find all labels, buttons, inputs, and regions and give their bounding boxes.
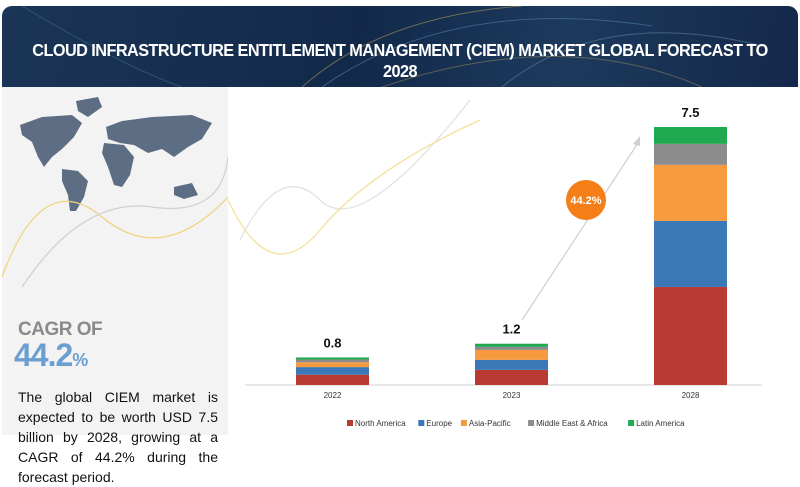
legend-swatch	[528, 420, 535, 426]
legend-swatch	[418, 420, 425, 426]
bar-total-label: 1.2	[502, 322, 520, 337]
cagr-label: CAGR OF	[18, 319, 103, 340]
bar-segment-north-america-2022	[296, 374, 369, 385]
x-tick-label: 2028	[682, 391, 700, 400]
stacked-bar-chart: 44.2% 0.8 2022 1.2 2023 7.5 2028 North Americ…	[227, 99, 762, 428]
banner-decoration	[21, 6, 763, 87]
bar-segment-europe-2022	[296, 367, 369, 375]
bar-segment-middle-east-africa-2022	[296, 359, 369, 363]
world-map-icon	[20, 97, 212, 211]
legend-swatch	[347, 420, 353, 426]
bar-segment-middle-east-africa-2023	[475, 346, 548, 350]
cagr-bubble-label: 44.2%	[570, 195, 601, 207]
cagr-number: 44.2	[14, 337, 73, 373]
bar-segment-north-america-2028	[654, 286, 727, 385]
bar-segment-latin-america-2028	[654, 127, 727, 144]
bar-segment-north-america-2023	[475, 369, 548, 385]
cagr-unit: %	[72, 350, 88, 370]
growth-arrow-head	[633, 136, 640, 146]
legend-label: Europe	[426, 419, 452, 428]
bar-segment-latin-america-2022	[296, 357, 369, 360]
legend-label: Asia-Pacific	[469, 419, 511, 428]
header-banner: CLOUD INFRASTRUCTURE ENTITLEMENT MANAGEM…	[2, 6, 798, 87]
bar-total-label: 7.5	[681, 105, 699, 120]
bar-segment-latin-america-2023	[475, 343, 548, 347]
bar-segment-europe-2028	[654, 220, 727, 287]
bar-total-label: 0.8	[323, 335, 341, 350]
legend-label: Middle East & Africa	[536, 419, 608, 428]
x-tick-label: 2022	[324, 391, 342, 400]
legend-swatch	[628, 420, 635, 426]
legend-label: North America	[355, 419, 406, 428]
decorative-curve	[227, 119, 481, 255]
page-title: CLOUD INFRASTRUCTURE ENTITLEMENT MANAGEM…	[32, 40, 768, 81]
decorative-curve	[239, 99, 471, 241]
bar-segment-middle-east-africa-2028	[654, 143, 727, 165]
cagr-bubble	[566, 180, 606, 220]
x-tick-label: 2023	[503, 391, 521, 400]
legend-label: Latin America	[636, 419, 685, 428]
bar-segment-asia-pacific-2022	[296, 362, 369, 368]
cagr-value: 44.2%	[14, 337, 88, 374]
decorative-curves	[2, 156, 228, 288]
legend-swatch	[460, 420, 467, 426]
bar-segment-europe-2023	[475, 359, 548, 370]
growth-arrow	[521, 139, 641, 321]
bar-segment-asia-pacific-2023	[475, 349, 548, 360]
bar-segment-asia-pacific-2028	[654, 164, 727, 221]
